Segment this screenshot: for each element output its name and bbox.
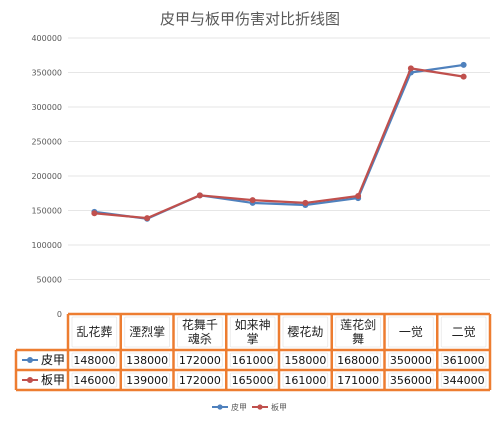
table-legend-marker xyxy=(27,357,33,363)
legend-label: 板甲 xyxy=(271,402,287,412)
data-point xyxy=(460,61,467,68)
category-label: 花舞千 xyxy=(182,317,218,332)
legend-marker xyxy=(257,404,263,410)
category-label: 舞 xyxy=(352,332,364,346)
category-label: 掌 xyxy=(247,332,259,346)
legend-label: 皮甲 xyxy=(231,402,247,412)
table-cell-box xyxy=(71,372,118,388)
y-tick-label: 400000 xyxy=(31,34,62,43)
series-line xyxy=(94,67,464,220)
table-cell-box xyxy=(282,352,329,368)
data-point xyxy=(91,210,98,217)
table-cell-box xyxy=(335,352,381,368)
y-tick-label: 150000 xyxy=(31,207,62,216)
data-point xyxy=(249,197,256,204)
data-value-label: 361000 xyxy=(443,354,485,367)
table-cell-box xyxy=(229,316,276,348)
data-point xyxy=(196,192,203,199)
category-label: 魂杀 xyxy=(188,331,212,346)
data-value-label: 356000 xyxy=(390,374,432,387)
data-value-label: 168000 xyxy=(337,354,379,367)
table-cell-box xyxy=(388,372,434,388)
category-label: 二觉 xyxy=(452,325,476,339)
y-tick-label: 250000 xyxy=(31,138,62,147)
category-label: 一觉 xyxy=(399,325,423,339)
table-cell-box xyxy=(229,372,276,388)
y-tick-label: 200000 xyxy=(31,172,62,181)
data-point xyxy=(302,199,309,206)
data-value-label: 146000 xyxy=(73,374,115,387)
table-cell-box xyxy=(282,372,329,388)
data-value-label: 158000 xyxy=(284,354,326,367)
data-value-label: 139000 xyxy=(126,374,168,387)
chart-title: 皮甲与板甲伤害对比折线图 xyxy=(159,10,340,28)
data-value-label: 138000 xyxy=(126,354,168,367)
data-point xyxy=(407,65,414,72)
table-legend-marker xyxy=(27,377,33,383)
table-cell-box xyxy=(440,352,487,368)
y-tick-label: 300000 xyxy=(31,103,62,112)
data-value-label: 172000 xyxy=(179,354,221,367)
y-tick-label: 0 xyxy=(57,310,62,319)
table-cell-box xyxy=(177,352,223,368)
data-value-label: 171000 xyxy=(337,374,379,387)
legend-marker xyxy=(217,404,223,410)
data-value-label: 172000 xyxy=(179,374,221,387)
y-tick-label: 50000 xyxy=(37,276,62,285)
category-label: 莲花剑 xyxy=(340,317,376,332)
data-point xyxy=(355,193,362,200)
table-cell-box xyxy=(388,352,434,368)
data-value-label: 350000 xyxy=(390,354,432,367)
table-cell-box xyxy=(229,352,276,368)
table-cell-box xyxy=(335,316,381,348)
y-tick-label: 100000 xyxy=(31,241,62,250)
series-row-label: 皮甲 xyxy=(41,353,65,367)
table-cell-box xyxy=(177,316,223,348)
data-value-label: 148000 xyxy=(73,354,115,367)
table-cell-box xyxy=(440,316,487,348)
data-value-label: 161000 xyxy=(284,374,326,387)
table-cell-box xyxy=(124,352,170,368)
data-value-label: 165000 xyxy=(232,374,274,387)
table-cell-box xyxy=(124,372,170,388)
series-row-label: 板甲 xyxy=(41,373,65,387)
table-cell-box xyxy=(440,372,487,388)
table-cell-box xyxy=(177,372,223,388)
category-label: 如来神 xyxy=(235,317,271,332)
y-tick-label: 350000 xyxy=(31,69,62,78)
data-point xyxy=(144,215,151,222)
data-value-label: 344000 xyxy=(443,374,485,387)
table-cell-box xyxy=(71,316,118,348)
category-label: 樱花劫 xyxy=(287,324,323,339)
table-cell-box xyxy=(124,316,170,348)
data-point xyxy=(460,73,467,80)
data-value-label: 161000 xyxy=(232,354,274,367)
table-cell-box xyxy=(388,316,434,348)
table-cell-box xyxy=(282,316,329,348)
table-cell-box xyxy=(335,372,381,388)
category-label: 湮烈掌 xyxy=(129,325,165,339)
table-cell-box xyxy=(71,352,118,368)
category-label: 乱花葬 xyxy=(76,324,112,339)
